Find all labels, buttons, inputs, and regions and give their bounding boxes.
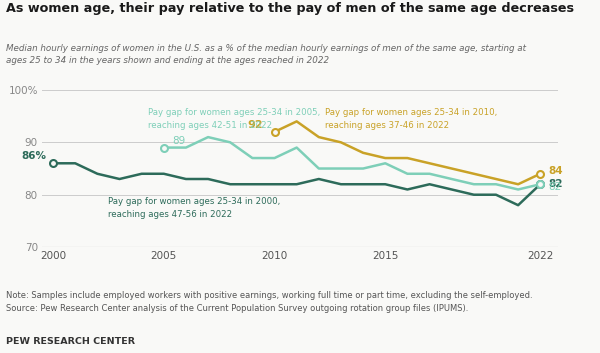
Text: ages 25 to 34 in the years shown and ending at the ages reached in 2022: ages 25 to 34 in the years shown and end… (6, 56, 329, 65)
Text: 84: 84 (548, 166, 563, 176)
Text: 92: 92 (248, 120, 263, 130)
Text: 86%: 86% (22, 151, 46, 161)
Text: 89: 89 (173, 136, 186, 146)
Text: Median hourly earnings of women in the U.S. as a % of the median hourly earnings: Median hourly earnings of women in the U… (6, 44, 526, 53)
Text: 82: 82 (548, 182, 561, 192)
Text: Pay gap for women ages 25-34 in 2005,
reaching ages 42-51 in 2022: Pay gap for women ages 25-34 in 2005, re… (148, 108, 320, 130)
Text: Pay gap for women ages 25-34 in 2000,
reaching ages 47-56 in 2022: Pay gap for women ages 25-34 in 2000, re… (109, 197, 281, 219)
Text: Source: Pew Research Center analysis of the Current Population Survey outgoing r: Source: Pew Research Center analysis of … (6, 304, 469, 312)
Text: Note: Samples include employed workers with positive earnings, working full time: Note: Samples include employed workers w… (6, 291, 533, 300)
Text: Pay gap for women ages 25-34 in 2010,
reaching ages 37-46 in 2022: Pay gap for women ages 25-34 in 2010, re… (325, 108, 498, 130)
Text: PEW RESEARCH CENTER: PEW RESEARCH CENTER (6, 337, 135, 346)
Text: 82: 82 (548, 179, 563, 189)
Text: As women age, their pay relative to the pay of men of the same age decreases: As women age, their pay relative to the … (6, 2, 574, 15)
